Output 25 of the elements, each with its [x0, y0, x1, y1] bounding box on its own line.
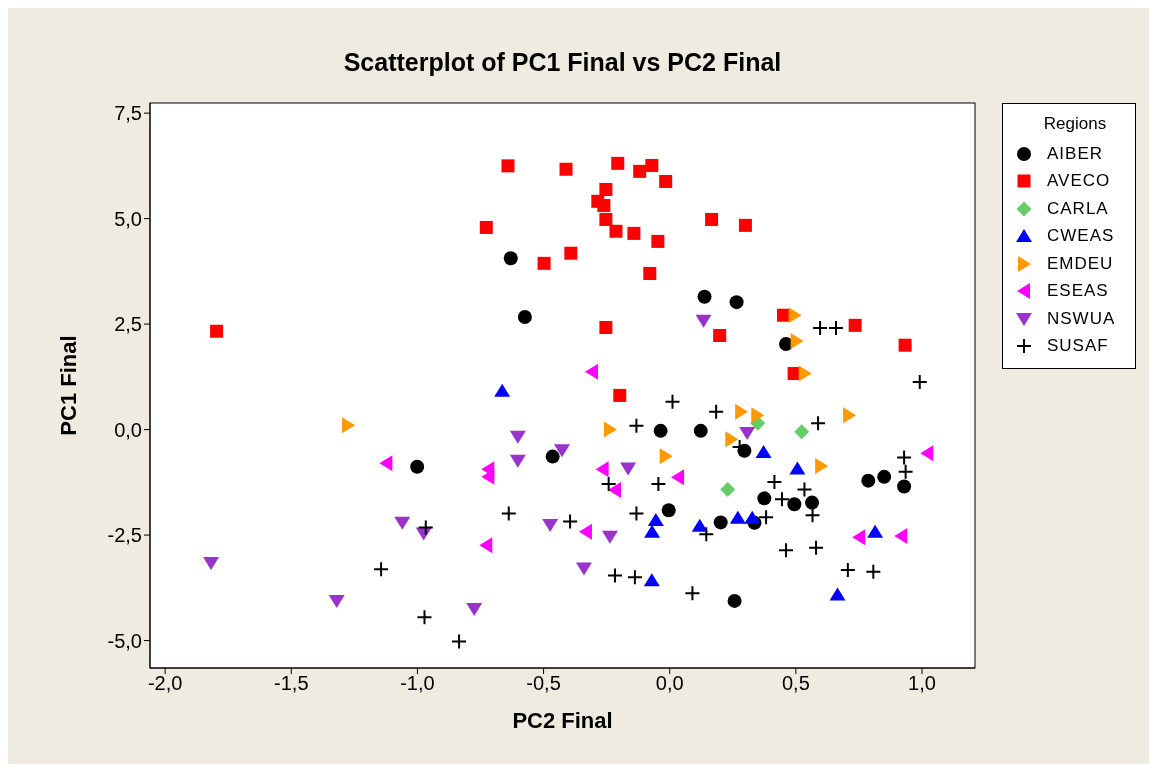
legend-label: SUSAF: [1047, 336, 1109, 357]
x-axis-title: PC2 Final: [512, 708, 613, 733]
legend-title: Regions: [1042, 114, 1108, 134]
y-tick-label: 2,5: [114, 313, 142, 336]
x-tick-label: -2,0: [147, 672, 183, 695]
legend-label: NSWUA: [1047, 308, 1116, 329]
x-tick-label: 1,0: [908, 672, 936, 695]
x-tick-label: -1,5: [274, 672, 309, 695]
legend-label: CWEAS: [1047, 226, 1115, 247]
x-tick-label: 0,5: [781, 672, 810, 695]
y-axis-title: PC1 Final: [55, 335, 81, 436]
y-tick-label: -5,0: [107, 629, 142, 652]
legend-label: AVECO: [1047, 171, 1111, 192]
legend-label: AIBER: [1047, 143, 1104, 164]
x-tick-label: 0,0: [655, 672, 684, 695]
legend-label: ESEAS: [1047, 281, 1109, 302]
x-tick-label: -0,5: [526, 672, 561, 695]
y-tick-label: 0,0: [114, 418, 142, 441]
legend-label: CARLA: [1047, 198, 1109, 219]
chart-title: Scatterplot of PC1 Final vs PC2 Final: [342, 48, 783, 77]
legend-label: EMDEU: [1047, 253, 1114, 274]
y-tick-label: -2,5: [107, 524, 142, 547]
y-tick-label: 5,0: [114, 207, 142, 230]
x-tick-label: -1,0: [400, 672, 435, 695]
y-tick-label: 7,5: [114, 102, 142, 125]
